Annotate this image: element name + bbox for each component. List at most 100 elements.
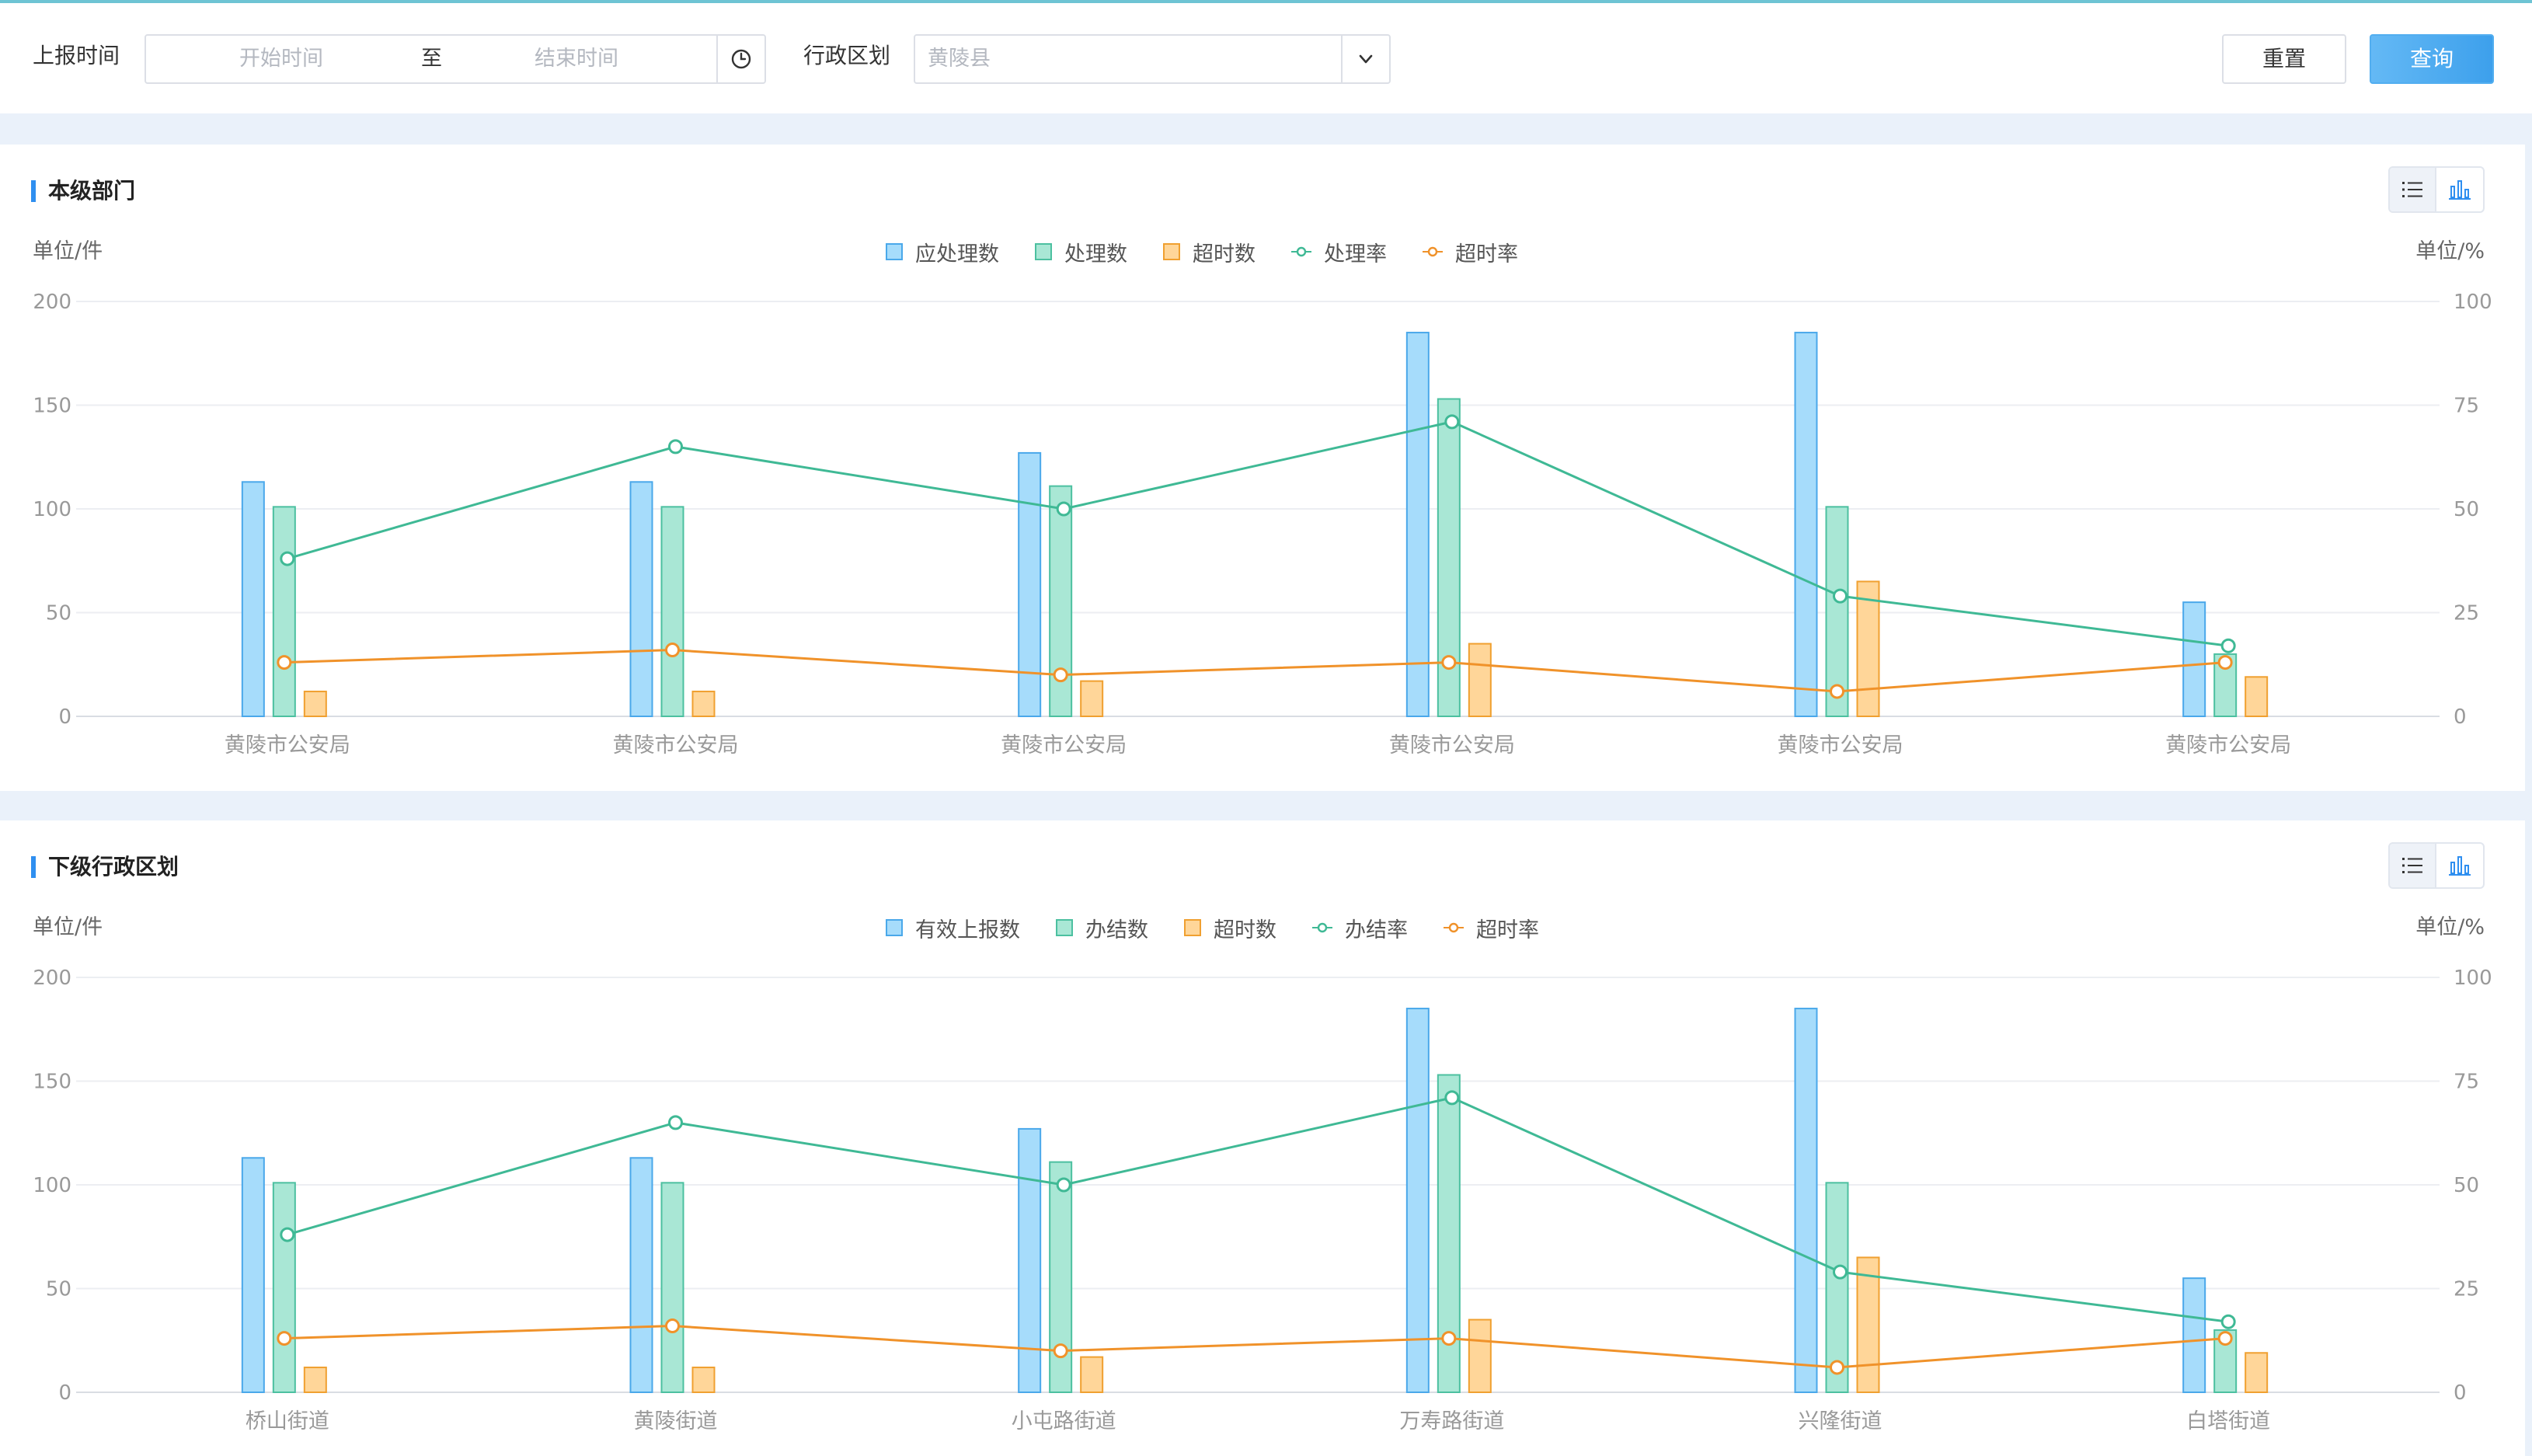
line-point	[665, 643, 680, 658]
region-label: 行政区划	[803, 43, 891, 68]
legend-item[interactable]: 办结率	[1312, 913, 1408, 943]
line-point	[2220, 1314, 2236, 1329]
y-tick-label: 200	[33, 967, 71, 990]
line-point	[2220, 638, 2236, 653]
date-range-picker[interactable]: 开始时间 至 结束时间	[145, 34, 766, 84]
sub-region-chart: 0 0 50 25 100 50 150 75 200 100 桥山街道 黄陵街道 小屯路街道 万寿路街道…	[33, 967, 2492, 1433]
line-point	[1444, 1090, 1460, 1106]
y2-tick-label: 0	[2454, 1381, 2467, 1405]
start-time-input[interactable]: 开始时间	[239, 47, 323, 71]
list-icon	[2402, 858, 2422, 873]
region-select[interactable]: 黄陵县	[914, 34, 1391, 84]
x-tick-label: 黄陵市公安局	[225, 733, 350, 758]
line-point	[1833, 1264, 1848, 1280]
y-tick-label: 0	[58, 1381, 71, 1405]
bar	[2182, 601, 2206, 718]
region-select-value: 黄陵县	[928, 47, 991, 71]
unit-right: 单位/%	[2415, 239, 2485, 263]
y-tick-label: 150	[33, 1071, 71, 1094]
chevron-down-icon[interactable]	[1341, 36, 1389, 82]
y2-tick-label: 25	[2454, 602, 2479, 625]
line-point	[1056, 1177, 1071, 1193]
y-tick-label: 0	[58, 705, 71, 729]
bar	[1468, 1318, 1492, 1393]
x-tick-label: 黄陵市公安局	[1389, 733, 1515, 758]
y-tick-label: 50	[46, 1278, 71, 1301]
bar	[629, 1157, 653, 1393]
legend-item[interactable]: 办结数	[1056, 913, 1148, 943]
bar	[1794, 1008, 1818, 1394]
series-line	[284, 1325, 2226, 1369]
bar	[2245, 1352, 2269, 1394]
panel-title: 本级部门	[31, 176, 135, 207]
bar	[303, 690, 327, 718]
department-chart: 0 0 50 25 100 50 150 75 200 100 黄陵市公安局 黄陵市公安局 黄陵市公安局…	[33, 291, 2492, 758]
top-accent-line	[0, 0, 2532, 3]
line-point	[1441, 1331, 1457, 1346]
legend-item[interactable]: 超时数	[1163, 237, 1256, 267]
reset-button[interactable]: 重置	[2222, 34, 2346, 84]
y2-tick-label: 50	[2454, 498, 2479, 521]
legend-item[interactable]: 处理数	[1035, 237, 1127, 267]
query-button[interactable]: 查询	[2370, 34, 2494, 84]
x-tick-label: 白塔街道	[2186, 1409, 2270, 1433]
clock-icon[interactable]	[716, 36, 764, 82]
x-tick-label: 黄陵市公安局	[1001, 733, 1127, 758]
y2-tick-label: 100	[2454, 967, 2492, 990]
chart-legend: 有效上报数 办结数 超时数 办结率 超时率	[886, 914, 1575, 942]
line-point	[1441, 655, 1457, 671]
chart-view-button[interactable]	[2436, 168, 2483, 211]
chart-view-button[interactable]	[2436, 844, 2483, 887]
y-tick-label: 50	[46, 602, 71, 625]
y2-tick-label: 75	[2454, 1071, 2479, 1094]
y2-tick-label: 25	[2454, 1278, 2479, 1301]
bar	[1794, 332, 1818, 718]
bar	[1825, 506, 1849, 717]
y2-tick-label: 50	[2454, 1174, 2479, 1197]
bar	[2245, 676, 2269, 718]
line-point	[1830, 1360, 1844, 1375]
bar	[1405, 332, 1430, 718]
x-tick-label: 黄陵市公安局	[613, 733, 739, 758]
list-view-button[interactable]	[2390, 168, 2436, 211]
y-tick-label: 100	[33, 498, 71, 521]
bar	[1856, 580, 1880, 718]
bar	[1080, 680, 1104, 717]
y2-tick-label: 100	[2454, 291, 2492, 314]
line-point	[1830, 684, 1844, 699]
bar	[1856, 1256, 1880, 1394]
line-point	[668, 439, 683, 455]
bar	[1080, 1356, 1104, 1393]
legend-item[interactable]: 超时率	[1423, 237, 1518, 267]
line-point	[665, 1318, 680, 1334]
y2-tick-label: 0	[2454, 705, 2467, 729]
end-time-input[interactable]: 结束时间	[535, 47, 618, 71]
view-toggle	[2388, 842, 2485, 889]
bar	[691, 690, 716, 718]
line-point	[2217, 655, 2233, 671]
bar-chart-icon	[2449, 180, 2471, 200]
bar	[1468, 643, 1492, 717]
x-tick-label: 桥山街道	[246, 1409, 329, 1433]
line-point	[668, 1115, 683, 1130]
legend-item[interactable]: 有效上报数	[886, 913, 1020, 943]
legend-item[interactable]: 超时数	[1184, 913, 1276, 943]
series-line	[284, 649, 2226, 693]
bar	[629, 481, 653, 717]
bar	[660, 506, 684, 717]
bar	[272, 506, 296, 717]
bar	[1049, 485, 1073, 717]
list-view-button[interactable]	[2390, 844, 2436, 887]
bar	[1018, 1127, 1042, 1393]
bar	[660, 1182, 684, 1393]
legend-item[interactable]: 处理率	[1291, 237, 1387, 267]
bar	[2182, 1277, 2206, 1394]
line-point	[1053, 667, 1068, 683]
legend-item[interactable]: 应处理数	[886, 237, 999, 267]
line-point	[2217, 1331, 2233, 1346]
y2-tick-label: 75	[2454, 395, 2479, 418]
legend-item[interactable]: 超时率	[1444, 913, 1539, 943]
department-panel: 0 0 50 25 100 50 150 75 200 100 黄陵市公安局 黄陵市公安局 黄陵市公安局…	[0, 145, 2525, 791]
y-tick-label: 200	[33, 291, 71, 314]
y-tick-label: 100	[33, 1174, 71, 1197]
